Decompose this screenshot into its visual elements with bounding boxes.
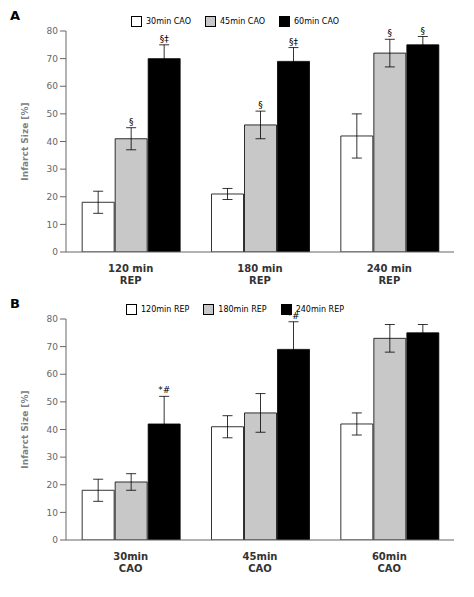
svg-text:70: 70 xyxy=(47,342,59,352)
svg-text:Infarct Size [%]: Infarct Size [%] xyxy=(20,102,30,180)
svg-text:30minCAO: 30minCAO xyxy=(113,551,148,574)
svg-text:§‡: §‡ xyxy=(289,37,299,47)
svg-text:120 minREP: 120 minREP xyxy=(108,263,153,286)
html-text:120min REP: 120min REP xyxy=(141,305,190,314)
html-text:A: A xyxy=(10,8,21,23)
svg-text:30: 30 xyxy=(47,452,59,462)
svg-text:10: 10 xyxy=(47,220,59,230)
svg-text:40: 40 xyxy=(47,425,59,435)
svg-text:§: § xyxy=(258,100,263,110)
svg-text:0: 0 xyxy=(52,535,58,545)
html-text:45min CAO: 45min CAO xyxy=(220,17,265,26)
html-text:240min REP: 240min REP xyxy=(295,305,344,314)
html-text:180min REP: 180min REP xyxy=(218,305,267,314)
svg-text:60minCAO: 60minCAO xyxy=(372,551,407,574)
svg-text:70: 70 xyxy=(47,54,59,64)
svg-text:20: 20 xyxy=(47,192,59,202)
svg-text:60: 60 xyxy=(47,369,59,379)
svg-text:20: 20 xyxy=(47,480,59,490)
svg-text:§: § xyxy=(421,26,426,36)
svg-text:§: § xyxy=(129,117,134,127)
html-text:B: B xyxy=(10,296,20,311)
svg-text:*#: *# xyxy=(158,385,170,395)
svg-text:240 minREP: 240 minREP xyxy=(367,263,412,286)
svg-text:§: § xyxy=(388,28,393,38)
svg-text:50: 50 xyxy=(47,109,59,119)
svg-text:80: 80 xyxy=(47,26,59,36)
svg-text:Infarct Size [%]: Infarct Size [%] xyxy=(20,390,30,468)
html-text:30min CAO: 30min CAO xyxy=(146,17,191,26)
svg-text:10: 10 xyxy=(47,508,59,518)
svg-text:§‡: §‡ xyxy=(160,34,170,44)
svg-text:50: 50 xyxy=(47,397,59,407)
svg-text:0: 0 xyxy=(52,247,58,257)
svg-text:40: 40 xyxy=(47,137,59,147)
svg-text:45minCAO: 45minCAO xyxy=(243,551,278,574)
svg-text:180 minREP: 180 minREP xyxy=(237,263,282,286)
html-text:60min CAO: 60min CAO xyxy=(294,17,339,26)
svg-text:30: 30 xyxy=(47,164,59,174)
svg-text:80: 80 xyxy=(47,314,59,324)
svg-text:*#: *# xyxy=(287,311,299,321)
svg-text:60: 60 xyxy=(47,81,59,91)
